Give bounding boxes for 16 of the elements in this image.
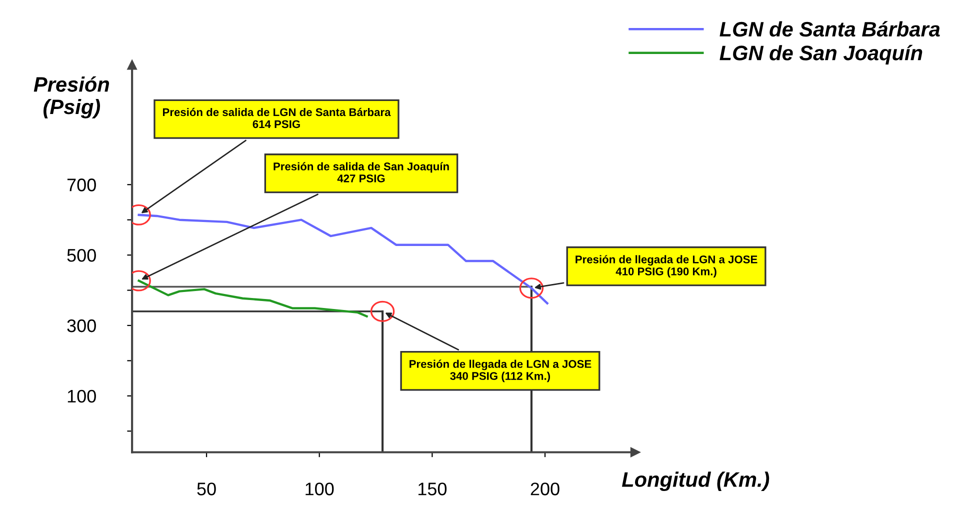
y-tick-label: 500 <box>67 248 96 262</box>
legend-label: LGN de San Joaquín <box>720 44 922 64</box>
annotation: Presión de salida de San Joaquín 427 PSIG <box>274 162 449 182</box>
legend-label: LGN de Santa Bárbara <box>720 21 940 37</box>
y-tick-label: 100 <box>68 390 96 403</box>
x-tick-label: 50 <box>197 482 216 496</box>
x-tick-label: 200 <box>530 482 560 496</box>
x-tick-label: 150 <box>418 482 447 496</box>
x-axis-title: Longitud (Km.) <box>622 472 770 492</box>
annotation: Presión de salida de LGN de Santa Bárbara 614 PSIG <box>163 108 391 128</box>
annotation: Presión de llegada de LGN a JOSE 340 PSIG (112 Km.) <box>410 360 592 382</box>
y-tick-label: 700 <box>67 178 96 192</box>
y-tick-label: 300 <box>67 319 96 332</box>
x-tick-label: 100 <box>306 482 334 496</box>
y-axis-title: Presión (Psig) <box>34 76 110 118</box>
annotation: Presión de llegada de LGN a JOSE 410 PSIG (190 Km.) <box>576 255 758 278</box>
